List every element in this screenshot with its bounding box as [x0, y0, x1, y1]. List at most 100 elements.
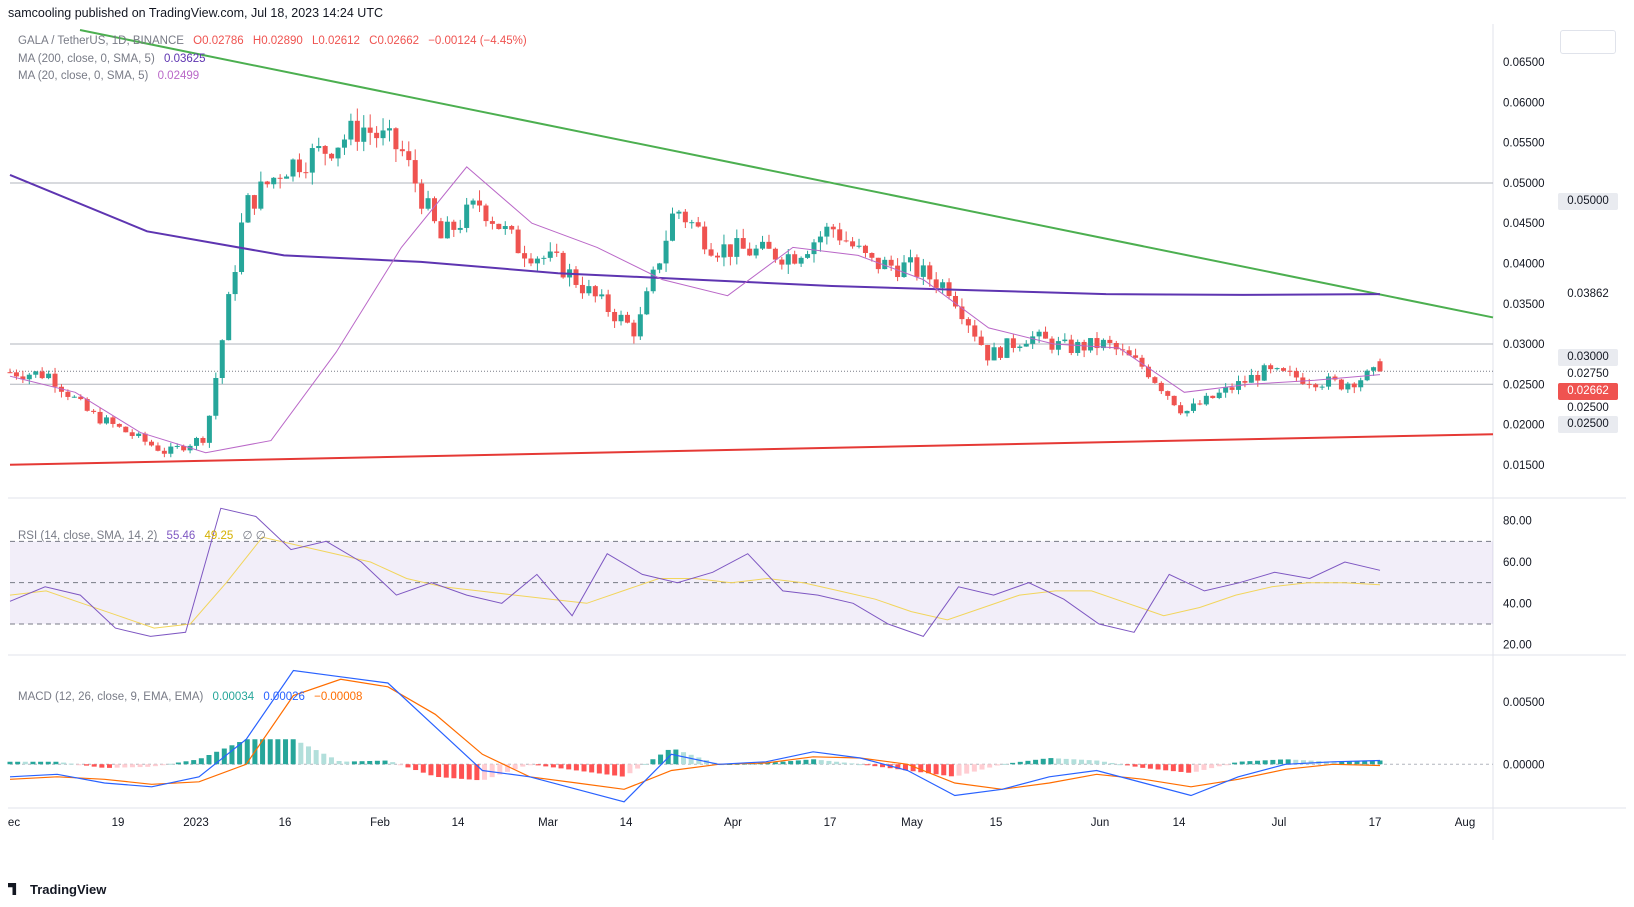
candle-body: [432, 198, 438, 222]
tradingview-logo[interactable]: TradingView: [8, 882, 106, 897]
x-tick-label: Feb: [370, 817, 390, 829]
candle-body: [7, 372, 13, 374]
candle-body: [914, 257, 920, 277]
macd-histogram-bar: [175, 762, 181, 765]
candle-body: [213, 377, 219, 416]
macd-histogram-bar: [696, 757, 702, 765]
rsi-empty-values: ∅ ∅: [242, 530, 266, 542]
price-tick-label: 0.02500: [1503, 379, 1545, 391]
macd-histogram-bar: [550, 764, 556, 768]
candle-body: [875, 257, 881, 270]
candle-body: [1100, 339, 1106, 349]
candle-body: [71, 396, 77, 398]
macd-histogram-bar: [1346, 761, 1352, 765]
candle-body: [284, 176, 290, 179]
candle-body: [624, 314, 630, 323]
macd-label: MACD (12, 26, close, 9, EMA, EMA): [18, 691, 204, 703]
candle-body: [734, 238, 740, 257]
macd-histogram-bar: [466, 764, 472, 780]
macd-histogram-bar: [635, 764, 641, 769]
x-tick-label: 17: [824, 817, 837, 829]
macd-histogram-bar: [780, 761, 786, 765]
macd-histogram-bar: [152, 764, 158, 767]
macd-histogram-bar: [68, 763, 74, 765]
candle-body: [419, 183, 425, 209]
macd-signal-value: −0.00008: [314, 691, 363, 703]
candle-body: [740, 238, 746, 249]
macd-histogram-bar: [91, 764, 97, 767]
macd-histogram-bar: [543, 764, 549, 767]
candle-body: [1036, 331, 1042, 337]
candle-body: [1171, 395, 1177, 406]
candle-body: [650, 269, 656, 292]
macd-histogram-bar: [849, 763, 855, 765]
macd-histogram-bar: [1071, 759, 1077, 765]
candle-body: [605, 294, 611, 312]
candle-body: [316, 146, 322, 149]
candle-body: [541, 257, 547, 259]
ma200-value: 0.03625: [163, 53, 206, 65]
macd-histogram-bar: [336, 760, 342, 765]
candle-body: [637, 314, 643, 337]
ma200-legend: MA (200, close, 0, SMA, 5) 0.03625: [18, 53, 212, 65]
macd-histogram-bar: [902, 764, 908, 771]
macd-histogram-bar: [260, 739, 266, 765]
macd-tick-label: 0.00500: [1503, 697, 1545, 709]
candle-body: [1120, 349, 1126, 351]
candle-body: [13, 372, 19, 377]
price-tick-label: 0.03500: [1503, 299, 1545, 311]
macd-histogram-bar: [1255, 760, 1261, 765]
macd-histogram-bar: [1362, 760, 1368, 765]
candle-body: [972, 325, 978, 337]
candle-body: [451, 221, 457, 230]
candle-body: [1338, 379, 1344, 390]
candle-body: [46, 373, 52, 379]
candle-body: [1139, 357, 1145, 367]
candle-body: [483, 205, 489, 222]
candle-body: [1319, 386, 1325, 388]
macd-histogram-bar: [160, 764, 166, 766]
macd-histogram-bar: [313, 750, 319, 765]
candle-body: [380, 130, 386, 139]
candle-body: [850, 241, 856, 247]
candle-body: [341, 139, 347, 148]
macd-tick-label: 0.00000: [1503, 759, 1545, 771]
candle-body: [1010, 338, 1016, 348]
ma200-line: [9, 173, 1381, 296]
macd-hist-value: 0.00034: [212, 691, 255, 703]
price-tick-label: 0.04500: [1503, 218, 1545, 230]
x-tick-label: 2023: [183, 817, 209, 829]
chart-settings-button[interactable]: [1560, 30, 1616, 54]
macd-histogram-bar: [283, 739, 289, 765]
green-resistance-trendline: [79, 29, 1494, 319]
candle-body: [1049, 338, 1055, 350]
macd-histogram-bar: [673, 749, 679, 765]
macd-histogram-bar: [1232, 762, 1238, 765]
symbol-label: GALA / TetherUS, 1D, BINANCE: [18, 35, 184, 47]
macd-histogram-bar: [604, 764, 610, 775]
macd-histogram-bar: [1048, 758, 1054, 765]
macd-histogram-bar: [114, 764, 120, 768]
macd-histogram-bar: [428, 764, 434, 776]
candle-body: [1178, 405, 1184, 414]
macd-histogram-bar: [803, 759, 809, 765]
candle-body: [20, 376, 26, 380]
macd-histogram-bar: [351, 761, 357, 765]
candle-body: [1293, 371, 1299, 378]
candle-body: [985, 345, 991, 361]
candle-body: [586, 286, 592, 294]
candle-body: [1351, 383, 1357, 388]
macd-histogram-bar: [1209, 764, 1215, 769]
price-tick-label: 0.01500: [1503, 460, 1545, 472]
candle-body: [309, 148, 315, 173]
candle-body: [547, 251, 553, 258]
candle-body: [1242, 381, 1248, 383]
candle-body: [676, 211, 682, 214]
macd-histogram-bar: [589, 764, 595, 773]
candle-body: [52, 373, 58, 387]
macd-histogram-bar: [772, 762, 778, 765]
macd-histogram-bar: [1124, 764, 1130, 766]
candle-body: [226, 294, 232, 341]
macd-histogram-bar: [1278, 759, 1284, 765]
